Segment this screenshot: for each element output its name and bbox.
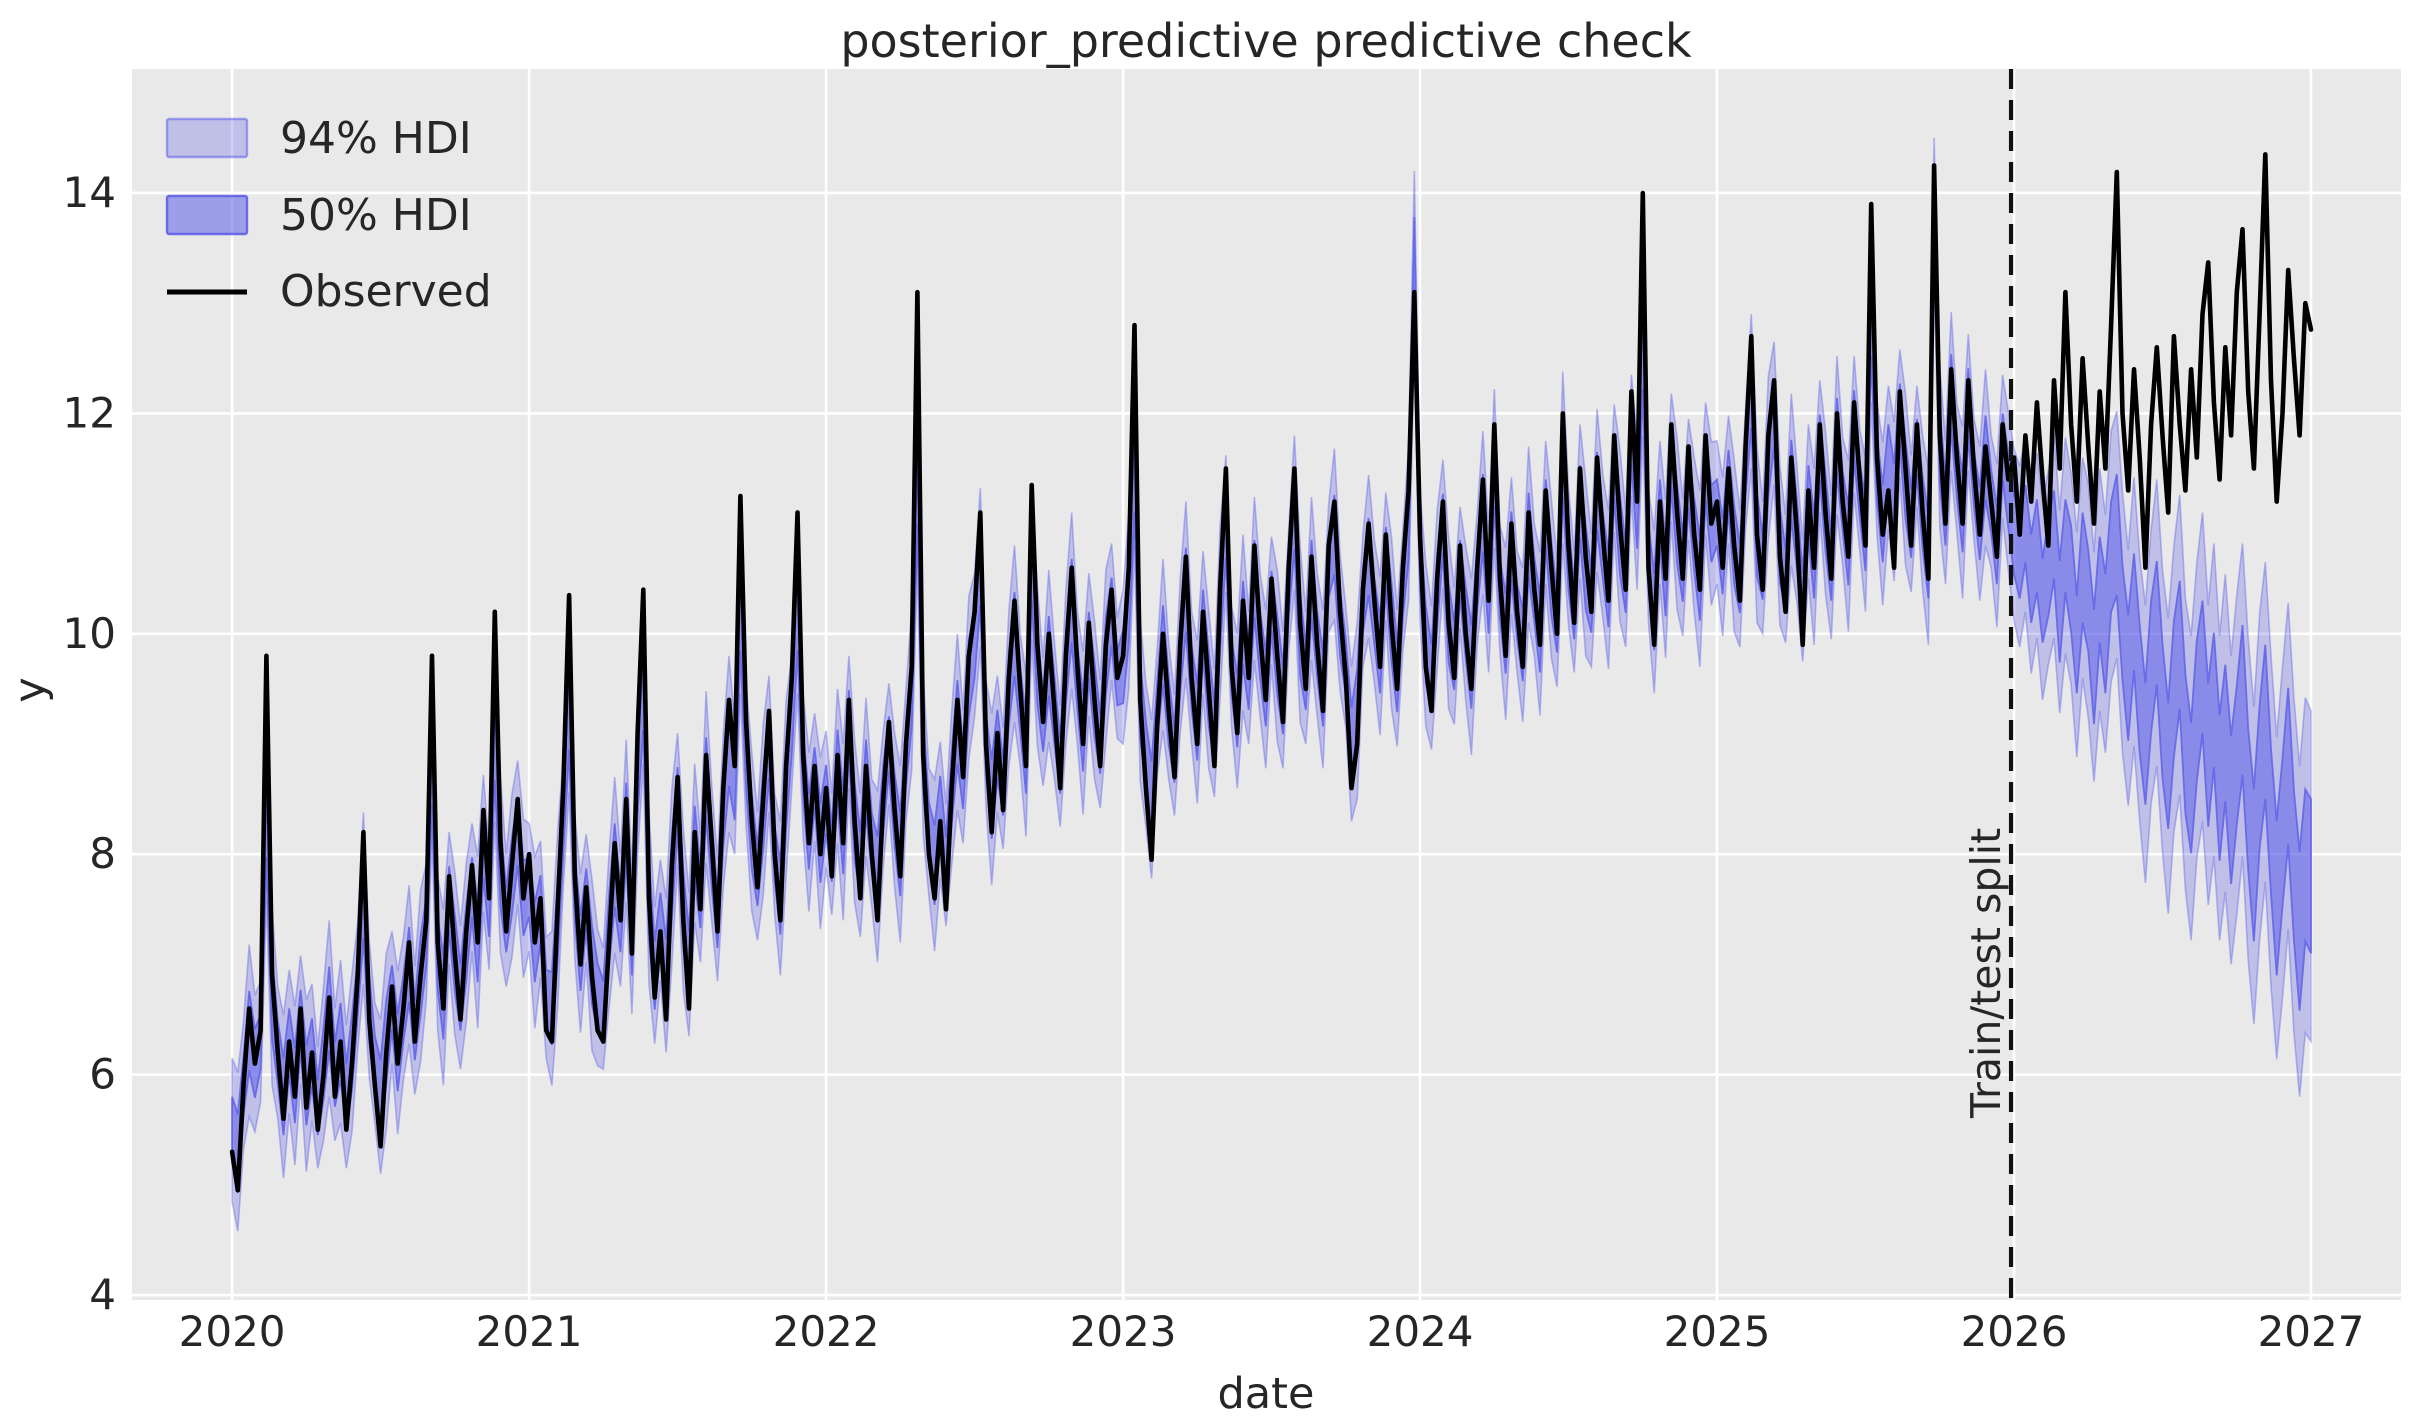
hdi94-legend-label: 94% HDI [280, 113, 472, 164]
y-tick-label: 12 [63, 388, 116, 437]
x-axis-label: date [1218, 1369, 1315, 1419]
x-tick-label: 2027 [2258, 1307, 2365, 1356]
observed-line [229, 152, 2314, 1193]
gridlines [132, 69, 2401, 1300]
y-tick-label: 8 [89, 829, 116, 878]
x-tick-label: 2022 [773, 1307, 880, 1356]
y-axis-tick-labels: 4 6 8 10 12 14 [63, 168, 116, 1319]
y-tick-label: 10 [63, 609, 116, 658]
y-tick-label: 6 [89, 1050, 116, 1099]
train-test-split-label: Train/test split [1962, 828, 2010, 1119]
y-tick-label: 4 [89, 1270, 116, 1319]
x-tick-label: 2021 [476, 1307, 583, 1356]
y-tick-label: 14 [63, 168, 116, 217]
legend: 94% HDI 50% HDI Observed [165, 113, 492, 317]
observed-legend-label: Observed [280, 266, 492, 317]
x-tick-label: 2026 [1961, 1307, 2068, 1356]
y-axis-label: y [5, 677, 55, 702]
x-tick-label: 2025 [1664, 1307, 1771, 1356]
x-tick-label: 2023 [1070, 1307, 1177, 1356]
hdi50-legend-swatch [165, 194, 249, 236]
x-axis-tick-labels: 2020 2021 2022 2023 2024 2025 2026 2027 [179, 1307, 2365, 1356]
x-tick-label: 2024 [1367, 1307, 1474, 1356]
hdi94-legend-swatch [165, 117, 249, 159]
chart-title: posterior_predictive predictive check [840, 14, 1692, 68]
hdi50-legend-label: 50% HDI [280, 190, 472, 241]
x-tick-label: 2020 [179, 1307, 286, 1356]
